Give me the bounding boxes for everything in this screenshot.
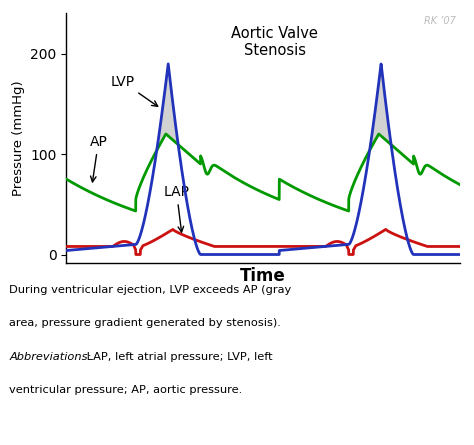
Text: Aortic Valve
Stenosis: Aortic Valve Stenosis [231, 26, 319, 58]
Text: Abbreviations:: Abbreviations: [9, 352, 92, 361]
Text: RK ’07: RK ’07 [424, 16, 456, 26]
Text: LAP: LAP [164, 185, 190, 232]
Text: During ventricular ejection, LVP exceeds AP (gray: During ventricular ejection, LVP exceeds… [9, 285, 292, 295]
Text: LAP, left atrial pressure; LVP, left: LAP, left atrial pressure; LVP, left [83, 352, 273, 361]
Y-axis label: Pressure (mmHg): Pressure (mmHg) [12, 80, 25, 196]
Text: AP: AP [90, 135, 108, 182]
Text: area, pressure gradient generated by stenosis).: area, pressure gradient generated by ste… [9, 318, 282, 328]
Text: LVP: LVP [110, 75, 158, 106]
X-axis label: Time: Time [240, 267, 286, 285]
Text: ventricular pressure; AP, aortic pressure.: ventricular pressure; AP, aortic pressur… [9, 385, 243, 395]
